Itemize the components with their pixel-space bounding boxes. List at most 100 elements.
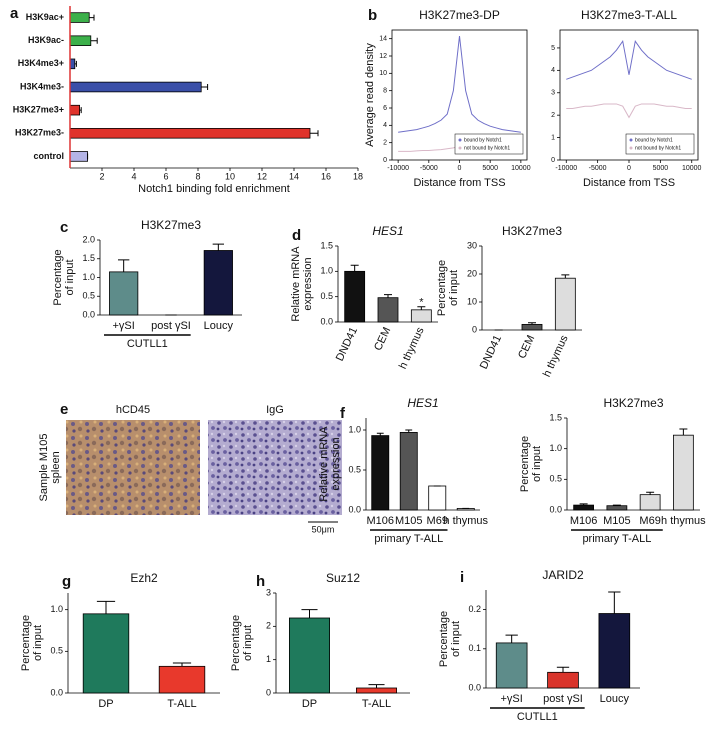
chart-title: Suz12	[326, 571, 360, 585]
category-label: H3K27me3-	[15, 128, 64, 138]
scale-bar-label: 50μm	[312, 524, 335, 534]
y-tick-label: 0.0	[82, 309, 95, 319]
y-tick-label: 2.0	[82, 234, 95, 244]
x-tick-label: 0	[458, 165, 462, 172]
category-label: DND41	[478, 333, 504, 371]
y-tick-label: 3	[551, 90, 555, 97]
y-axis-label: Percentage	[52, 249, 64, 305]
category-label: H3K4me3-	[20, 81, 64, 91]
category-label: post γSI	[151, 320, 191, 332]
category-label: DP	[302, 698, 317, 710]
chart-title: JARID2	[542, 568, 584, 582]
x-tick-label: -5000	[420, 165, 438, 172]
y-tick-label: 4	[551, 67, 555, 74]
y-tick-label: 0.0	[50, 687, 63, 697]
image-title: IgG	[266, 404, 284, 416]
y-axis-label: Sample M105	[38, 434, 50, 502]
y-tick-label: 0	[266, 687, 271, 697]
micrograph	[208, 420, 342, 515]
y-tick-label: 12	[379, 53, 387, 60]
bar	[69, 35, 92, 46]
y-tick-label: 0.5	[50, 646, 63, 656]
error-bar	[79, 107, 82, 114]
y-axis-label: of input	[64, 259, 76, 295]
y-axis-label: of input	[531, 446, 543, 482]
error-bar	[89, 14, 95, 21]
error-bar	[608, 591, 621, 614]
y-axis-label: Percentage	[519, 436, 531, 492]
error-bar	[376, 432, 384, 436]
error-bar	[384, 294, 392, 298]
category-label: M69	[639, 515, 660, 527]
y-tick-label: 1.5	[549, 412, 562, 422]
y-tick-label: 0.0	[549, 504, 562, 514]
y-tick-label: 4	[383, 122, 387, 129]
panel-letter: i	[460, 569, 464, 586]
category-label: M106	[570, 515, 598, 527]
x-tick-label: -5000	[589, 165, 607, 172]
y-tick-label: 1.5	[82, 253, 95, 263]
y-tick-label: 1.0	[50, 604, 63, 614]
annotation: *	[419, 297, 424, 309]
y-tick-label: 5	[551, 45, 555, 52]
chart-title: H3K27me3	[603, 396, 663, 410]
x-tick-label: 6	[163, 171, 168, 181]
y-tick-label: 0.0	[320, 316, 333, 326]
bar	[344, 270, 366, 323]
x-tick-label: -10000	[555, 165, 577, 172]
y-tick-label: 1.0	[549, 443, 562, 453]
y-tick-label: 1.0	[82, 272, 95, 282]
legend-label: bound by Notch1	[464, 137, 502, 143]
y-tick-label: 8	[383, 88, 387, 95]
group-label: primary T-ALL	[374, 533, 443, 545]
y-axis-label: expression	[330, 437, 342, 490]
category-label: +γSI	[501, 693, 523, 705]
y-tick-label: 0.0	[348, 504, 361, 514]
y-axis-label: Relative mRNA	[318, 426, 330, 502]
error-bar	[212, 243, 225, 251]
series-line	[566, 103, 692, 119]
y-tick-label: 0	[472, 324, 477, 334]
x-tick-label: 5000	[653, 165, 669, 172]
x-tick-label: 10000	[511, 165, 531, 172]
error-bar	[528, 322, 536, 325]
image-title: hCD45	[116, 404, 150, 416]
error-bar	[96, 600, 116, 614]
y-tick-label: 0.2	[468, 604, 481, 614]
legend-label: bound by Notch1	[635, 137, 673, 143]
panel-letter: d	[292, 227, 301, 244]
category-label: h thymus	[397, 325, 427, 371]
bar	[606, 505, 628, 511]
y-tick-label: 2	[266, 621, 271, 631]
panel-letter: f	[340, 405, 346, 422]
y-tick-label: 20	[467, 268, 477, 278]
bar	[288, 617, 330, 694]
y-axis-label: Relative mRNA	[290, 246, 302, 322]
category-label: Loucy	[204, 320, 234, 332]
panel-letter: a	[10, 5, 19, 22]
error-bar	[90, 37, 98, 44]
legend-box	[454, 133, 524, 155]
x-axis-label: Notch1 binding fold enrichment	[138, 183, 290, 195]
category-label: H3K4me3+	[18, 58, 64, 68]
error-bar	[172, 662, 192, 667]
y-tick-label: 3	[266, 587, 271, 597]
legend-marker	[458, 146, 462, 150]
bar	[521, 323, 543, 331]
category-label: H3K9ac+	[26, 12, 64, 22]
bar	[69, 12, 90, 23]
x-tick-label: -10000	[387, 165, 409, 172]
chart-title: H3K27me3	[502, 224, 562, 238]
bar	[109, 271, 139, 316]
y-tick-label: 10	[379, 70, 387, 77]
y-tick-label: 2	[383, 140, 387, 147]
bar	[547, 671, 579, 689]
y-tick-label: 30	[467, 240, 477, 250]
group-label: primary T-ALL	[582, 533, 651, 545]
error-bar	[505, 634, 518, 643]
series-line	[398, 36, 521, 133]
y-tick-label: 0.5	[82, 291, 95, 301]
y-axis-label: Percentage	[20, 615, 32, 671]
x-tick-label: 14	[289, 171, 299, 181]
category-label: CEM	[372, 325, 393, 352]
